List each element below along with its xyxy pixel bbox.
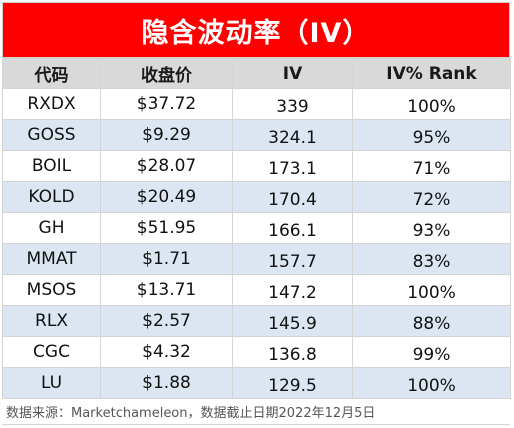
source-footnote: 数据来源：Marketchameleon，数据截止日期2022年12月5日 [2, 399, 510, 425]
cell-iv: 166.1 [232, 212, 353, 244]
cell-iv: 157.7 [232, 243, 353, 275]
cell-rank: 99% [352, 336, 511, 368]
iv-table: 代码 收盘价 IV IV% Rank RXDX $37.72 339 100% … [2, 58, 511, 399]
cell-iv: 147.2 [232, 274, 353, 306]
header-rank: IV% Rank [352, 58, 511, 89]
cell-code: LU [2, 367, 101, 399]
table-row: GH $51.95 166.1 93% [2, 212, 511, 244]
cell-code: MMAT [2, 243, 101, 275]
cell-rank: 93% [352, 212, 511, 244]
cell-rank: 100% [352, 367, 511, 399]
table-row: LU $1.88 129.5 100% [2, 367, 511, 399]
cell-price: $9.29 [100, 119, 233, 151]
cell-iv: 173.1 [232, 150, 353, 182]
cell-rank: 72% [352, 181, 511, 213]
cell-price: $4.32 [100, 336, 233, 368]
cell-rank: 100% [352, 274, 511, 306]
cell-code: MSOS [2, 274, 101, 306]
cell-rank: 71% [352, 150, 511, 182]
cell-code: GH [2, 212, 101, 244]
cell-price: $13.71 [100, 274, 233, 306]
cell-rank: 83% [352, 243, 511, 275]
table-row: KOLD $20.49 170.4 72% [2, 181, 511, 213]
table-row: RXDX $37.72 339 100% [2, 88, 511, 120]
cell-rank: 95% [352, 119, 511, 151]
cell-price: $51.95 [100, 212, 233, 244]
cell-code: KOLD [2, 181, 101, 213]
table-row: RLX $2.57 145.9 88% [2, 305, 511, 337]
cell-price: $1.71 [100, 243, 233, 275]
cell-code: RXDX [2, 88, 101, 120]
header-code: 代码 [2, 58, 101, 89]
cell-iv: 145.9 [232, 305, 353, 337]
cell-price: $1.88 [100, 367, 233, 399]
cell-code: BOIL [2, 150, 101, 182]
cell-code: CGC [2, 336, 101, 368]
header-iv: IV [232, 58, 353, 89]
cell-iv: 339 [232, 88, 353, 120]
cell-rank: 100% [352, 88, 511, 120]
table-row: GOSS $9.29 324.1 95% [2, 119, 511, 151]
header-price: 收盘价 [100, 58, 233, 89]
table-row: BOIL $28.07 173.1 71% [2, 150, 511, 182]
cell-price: $2.57 [100, 305, 233, 337]
cell-iv: 129.5 [232, 367, 353, 399]
table-row: MMAT $1.71 157.7 83% [2, 243, 511, 275]
cell-code: RLX [2, 305, 101, 337]
table-row: CGC $4.32 136.8 99% [2, 336, 511, 368]
cell-price: $20.49 [100, 181, 233, 213]
cell-iv: 136.8 [232, 336, 353, 368]
cell-iv: 170.4 [232, 181, 353, 213]
iv-sheet: 隐含波动率（IV） 代码 收盘价 IV IV% Rank RXDX $37.72… [2, 2, 511, 425]
cell-price: $37.72 [100, 88, 233, 120]
cell-price: $28.07 [100, 150, 233, 182]
table-row: MSOS $13.71 147.2 100% [2, 274, 511, 306]
cell-rank: 88% [352, 305, 511, 337]
cell-iv: 324.1 [232, 119, 353, 151]
header-row: 代码 收盘价 IV IV% Rank [2, 58, 511, 89]
sheet-title: 隐含波动率（IV） [2, 2, 510, 58]
cell-code: GOSS [2, 119, 101, 151]
